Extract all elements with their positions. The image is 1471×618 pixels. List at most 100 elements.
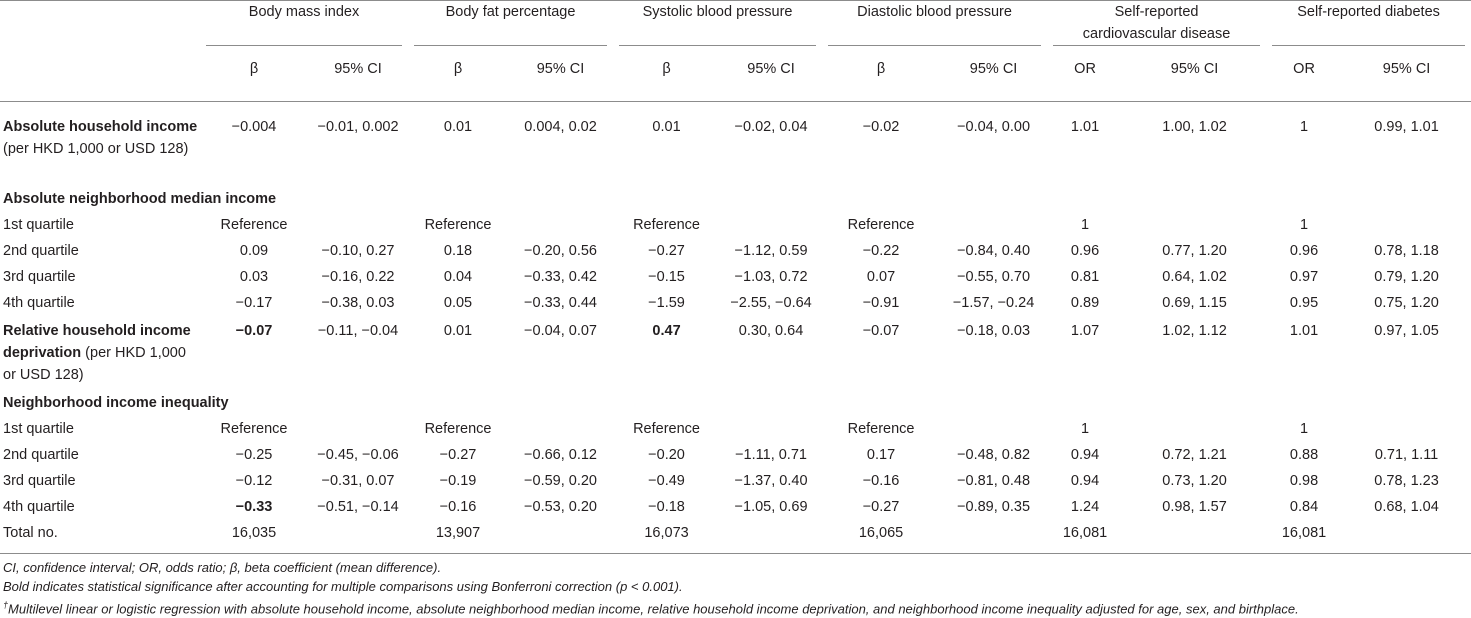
row-ineq-q1: 1st quartile Reference Reference Referen… xyxy=(0,418,1471,444)
group-underline xyxy=(206,45,403,46)
significant-value: −0.33 xyxy=(235,499,273,515)
significant-value: 0.47 xyxy=(652,323,681,339)
cell: 0.89 xyxy=(1070,295,1100,311)
row-nb-q3: 3rd quartile 0.03 −0.16, 0.22 0.04 −0.33… xyxy=(0,266,1471,292)
cell: −0.45, −0.06 xyxy=(317,447,399,463)
cell: 0.01 xyxy=(652,119,681,135)
row-label: Relative household income deprivation (p… xyxy=(0,318,200,390)
cell: 0.75, 1.20 xyxy=(1374,295,1439,311)
cell: 0.98 xyxy=(1289,473,1319,489)
cell: −0.02 xyxy=(862,119,900,135)
cell: 0.84 xyxy=(1289,499,1319,515)
cell: 0.64, 1.02 xyxy=(1162,269,1227,285)
cell: 0.99, 1.01 xyxy=(1374,119,1439,135)
cell: Reference xyxy=(220,421,288,437)
cell: Reference xyxy=(633,217,700,233)
cell: 0.73, 1.20 xyxy=(1162,473,1227,489)
cell: −2.55, −0.64 xyxy=(730,295,812,311)
cell: −0.20, 0.56 xyxy=(524,243,597,259)
cell xyxy=(1123,214,1266,240)
cell: 0.97, 1.05 xyxy=(1374,323,1439,339)
cell: −0.27 xyxy=(439,447,477,463)
cell: 0.04 xyxy=(443,269,473,285)
col-header: β xyxy=(822,61,941,102)
cell: 13,907 xyxy=(408,522,509,554)
stub-header xyxy=(0,1,200,62)
cell: 0.72, 1.21 xyxy=(1162,447,1227,463)
cell: 0.47 xyxy=(613,318,720,390)
cell xyxy=(308,214,408,240)
row-label: 1st quartile xyxy=(3,421,74,437)
cell: −0.20 xyxy=(648,447,685,463)
group-header-diabetes: Self-reported diabetes xyxy=(1266,1,1471,62)
cell: −0.04, 0.00 xyxy=(957,119,1031,135)
cell: −0.12 xyxy=(235,473,273,489)
cell: −0.91 xyxy=(862,295,900,311)
cell: 0.96 xyxy=(1070,243,1100,259)
cell: −0.19 xyxy=(439,473,477,489)
cell: 0.95 xyxy=(1289,295,1319,311)
group-header-systolic: Systolic blood pressure xyxy=(613,1,822,62)
group-header-row: Body mass index Body fat percentage Syst… xyxy=(0,0,1471,62)
section-heading-income-inequality: Neighborhood income inequality xyxy=(0,390,1471,418)
col-header: β xyxy=(408,61,509,102)
group-underline xyxy=(1272,45,1466,46)
cell: 0.78, 1.18 xyxy=(1374,243,1439,259)
cell: −1.12, 0.59 xyxy=(734,243,808,259)
cell: 0.004, 0.02 xyxy=(524,119,597,135)
cell: −0.01, 0.002 xyxy=(317,119,399,135)
cell: −1.59 xyxy=(648,295,685,311)
cell: Reference xyxy=(847,217,915,233)
cell: −0.33 xyxy=(200,496,308,522)
cell: 0.97 xyxy=(1289,269,1319,285)
row-nb-q1: 1st quartile Reference Reference Referen… xyxy=(0,214,1471,240)
row-label: 2nd quartile xyxy=(3,243,79,259)
cell: −0.16 xyxy=(862,473,900,489)
row-label-bold: Absolute household income xyxy=(3,119,198,135)
cell: −0.16 xyxy=(439,499,477,515)
row-label-rest: (per HKD 1,000 or USD 128) xyxy=(3,141,189,157)
row-label: Absolute household income (per HKD 1,000… xyxy=(0,114,200,186)
group-underline xyxy=(1053,45,1261,46)
cell: −0.66, 0.12 xyxy=(524,447,597,463)
footnote-abbreviations: CI, confidence interval; OR, odds ratio;… xyxy=(3,560,442,575)
cell: Reference xyxy=(424,217,492,233)
cell xyxy=(720,418,822,444)
significant-value: −0.07 xyxy=(235,323,273,339)
dagger-mark: † xyxy=(3,600,9,610)
row-label: 2nd quartile xyxy=(3,447,79,463)
spacer-row xyxy=(0,102,1471,115)
row-label-bold: Relative household income deprivation xyxy=(3,323,191,361)
cell: 0.01 xyxy=(443,323,473,339)
cell xyxy=(1342,214,1471,240)
col-header: OR xyxy=(1047,61,1124,102)
cell: −1.11, 0.71 xyxy=(735,447,807,463)
cell: −1.03, 0.72 xyxy=(734,269,808,285)
cell: −0.31, 0.07 xyxy=(321,473,395,489)
cell: 0.96 xyxy=(1289,243,1319,259)
cell: 1 xyxy=(1300,217,1309,233)
cell: 0.88 xyxy=(1289,447,1319,463)
cell: 0.98, 1.57 xyxy=(1162,499,1227,515)
cell: 0.94 xyxy=(1070,447,1100,463)
cell: −0.27 xyxy=(862,499,900,515)
cell xyxy=(720,214,822,240)
cell: −0.59, 0.20 xyxy=(524,473,597,489)
row-nb-q2: 2nd quartile 0.09 −0.10, 0.27 0.18 −0.20… xyxy=(0,240,1471,266)
cell: 1 xyxy=(1300,119,1309,135)
stub-subheader xyxy=(0,61,200,102)
group-header-cvd: Self-reported cardiovascular disease xyxy=(1047,1,1266,62)
cell xyxy=(1342,418,1471,444)
cell: −0.84, 0.40 xyxy=(957,243,1031,259)
cell xyxy=(1342,522,1471,554)
group-header-body-fat: Body fat percentage xyxy=(408,1,613,62)
cell: 0.68, 1.04 xyxy=(1374,499,1439,515)
cell: 0.09 xyxy=(239,243,269,259)
col-header: 95% CI xyxy=(308,61,409,102)
cell: −0.49 xyxy=(648,473,685,489)
cell: 0.30, 0.64 xyxy=(738,323,804,339)
cell: 0.05 xyxy=(443,295,473,311)
table-footnotes: CI, confidence interval; OR, odds ratio;… xyxy=(3,558,1299,618)
cell: 0.18 xyxy=(443,243,473,259)
cell: −0.18, 0.03 xyxy=(957,323,1031,339)
